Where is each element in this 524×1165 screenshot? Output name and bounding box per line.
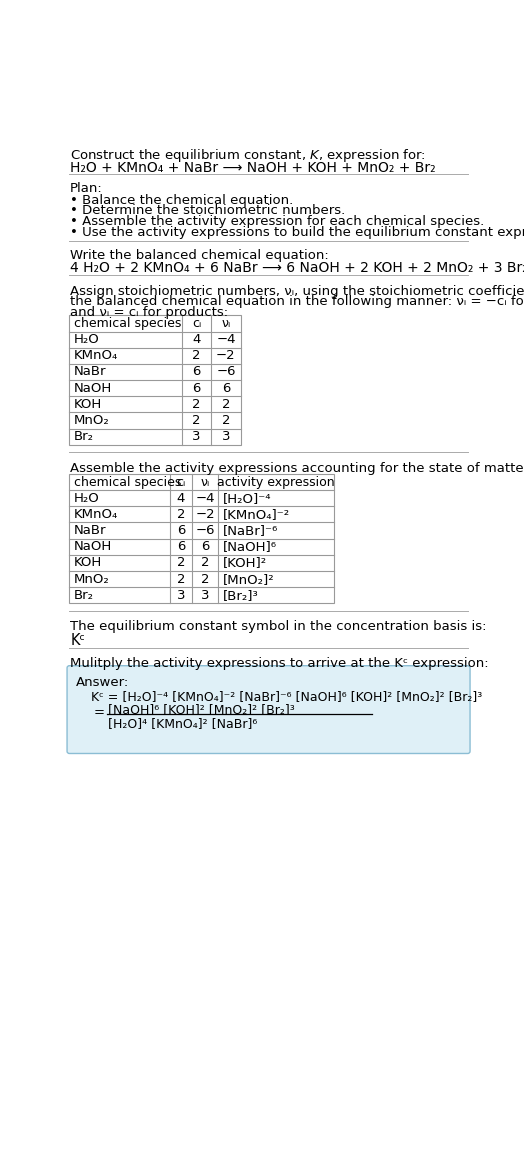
Text: 2: 2 (201, 572, 209, 586)
Text: Assign stoichiometric numbers, νᵢ, using the stoichiometric coefficients, cᵢ, fr: Assign stoichiometric numbers, νᵢ, using… (70, 284, 524, 297)
Text: H₂O: H₂O (74, 333, 100, 346)
Text: 2: 2 (222, 414, 230, 426)
Text: νᵢ: νᵢ (221, 317, 231, 330)
Text: 4 H₂O + 2 KMnO₄ + 6 NaBr ⟶ 6 NaOH + 2 KOH + 2 MnO₂ + 3 Br₂: 4 H₂O + 2 KMnO₄ + 6 NaBr ⟶ 6 NaOH + 2 KO… (70, 261, 524, 275)
Text: • Assemble the activity expression for each chemical species.: • Assemble the activity expression for e… (70, 216, 484, 228)
Text: and νᵢ = cᵢ for products:: and νᵢ = cᵢ for products: (70, 306, 228, 319)
Text: 3: 3 (201, 588, 209, 602)
Text: • Use the activity expressions to build the equilibrium constant expression.: • Use the activity expressions to build … (70, 226, 524, 239)
Text: chemical species: chemical species (74, 317, 181, 330)
Text: −4: −4 (195, 492, 215, 504)
Text: NaBr: NaBr (74, 366, 106, 379)
Text: KOH: KOH (74, 557, 102, 570)
Text: [Br₂]³: [Br₂]³ (223, 588, 258, 602)
Bar (69, 316, 241, 445)
Text: 6: 6 (192, 382, 201, 395)
Text: NaBr: NaBr (74, 524, 106, 537)
Text: −2: −2 (216, 350, 236, 362)
Text: νᵢ: νᵢ (200, 475, 210, 488)
Text: −2: −2 (195, 508, 215, 521)
Text: activity expression: activity expression (217, 475, 335, 488)
Text: [MnO₂]²: [MnO₂]² (223, 572, 275, 586)
Text: KOH: KOH (74, 397, 102, 411)
Text: H₂O + KMnO₄ + NaBr ⟶ NaOH + KOH + MnO₂ + Br₂: H₂O + KMnO₄ + NaBr ⟶ NaOH + KOH + MnO₂ +… (70, 161, 436, 175)
Text: 3: 3 (177, 588, 185, 602)
Text: the balanced chemical equation in the following manner: νᵢ = −cᵢ for reactants: the balanced chemical equation in the fo… (70, 296, 524, 309)
Text: Assemble the activity expressions accounting for the state of matter and νᵢ:: Assemble the activity expressions accoun… (70, 461, 524, 474)
Text: 4: 4 (192, 333, 201, 346)
Text: 6: 6 (222, 382, 230, 395)
Bar (69, 474, 334, 603)
Text: Kᶜ = [H₂O]⁻⁴ [KMnO₄]⁻² [NaBr]⁻⁶ [NaOH]⁶ [KOH]² [MnO₂]² [Br₂]³: Kᶜ = [H₂O]⁻⁴ [KMnO₄]⁻² [NaBr]⁻⁶ [NaOH]⁶ … (91, 690, 482, 702)
Text: 2: 2 (177, 508, 185, 521)
Text: MnO₂: MnO₂ (74, 414, 110, 426)
Text: • Determine the stoichiometric numbers.: • Determine the stoichiometric numbers. (70, 205, 345, 218)
FancyBboxPatch shape (67, 665, 470, 754)
Text: [NaOH]⁶ [KOH]² [MnO₂]² [Br₂]³: [NaOH]⁶ [KOH]² [MnO₂]² [Br₂]³ (108, 704, 295, 716)
Text: Write the balanced chemical equation:: Write the balanced chemical equation: (70, 249, 329, 262)
Text: The equilibrium constant symbol in the concentration basis is:: The equilibrium constant symbol in the c… (70, 620, 487, 634)
Text: chemical species: chemical species (74, 475, 181, 488)
Text: −4: −4 (216, 333, 236, 346)
Text: [KOH]²: [KOH]² (223, 557, 267, 570)
Text: [H₂O]⁻⁴: [H₂O]⁻⁴ (223, 492, 271, 504)
Text: 4: 4 (177, 492, 185, 504)
Text: [NaBr]⁻⁶: [NaBr]⁻⁶ (223, 524, 278, 537)
Text: cᵢ: cᵢ (192, 317, 201, 330)
Text: 6: 6 (177, 541, 185, 553)
Text: KMnO₄: KMnO₄ (74, 508, 118, 521)
Text: 2: 2 (192, 414, 201, 426)
Text: 6: 6 (177, 524, 185, 537)
Text: NaOH: NaOH (74, 382, 112, 395)
Text: −6: −6 (216, 366, 236, 379)
Text: Kᶜ: Kᶜ (70, 633, 85, 648)
Text: =: = (93, 706, 104, 719)
Text: Plan:: Plan: (70, 182, 103, 196)
Text: 2: 2 (222, 397, 230, 411)
Text: 6: 6 (201, 541, 209, 553)
Text: 2: 2 (192, 350, 201, 362)
Text: 3: 3 (192, 430, 201, 443)
Text: MnO₂: MnO₂ (74, 572, 110, 586)
Text: KMnO₄: KMnO₄ (74, 350, 118, 362)
Text: Construct the equilibrium constant, $K$, expression for:: Construct the equilibrium constant, $K$,… (70, 148, 426, 164)
Text: Mulitply the activity expressions to arrive at the Kᶜ expression:: Mulitply the activity expressions to arr… (70, 657, 489, 670)
Text: −6: −6 (195, 524, 215, 537)
Text: cᵢ: cᵢ (177, 475, 185, 488)
Text: 2: 2 (177, 572, 185, 586)
Text: Br₂: Br₂ (74, 430, 94, 443)
Text: Answer:: Answer: (75, 676, 129, 689)
Text: 3: 3 (222, 430, 230, 443)
Text: 2: 2 (201, 557, 209, 570)
Text: 6: 6 (192, 366, 201, 379)
Text: Br₂: Br₂ (74, 588, 94, 602)
Text: [NaOH]⁶: [NaOH]⁶ (223, 541, 277, 553)
Text: NaOH: NaOH (74, 541, 112, 553)
Text: • Balance the chemical equation.: • Balance the chemical equation. (70, 193, 293, 206)
Text: 2: 2 (177, 557, 185, 570)
Text: [KMnO₄]⁻²: [KMnO₄]⁻² (223, 508, 290, 521)
Text: H₂O: H₂O (74, 492, 100, 504)
Text: [H₂O]⁴ [KMnO₄]² [NaBr]⁶: [H₂O]⁴ [KMnO₄]² [NaBr]⁶ (108, 718, 257, 730)
Text: 2: 2 (192, 397, 201, 411)
